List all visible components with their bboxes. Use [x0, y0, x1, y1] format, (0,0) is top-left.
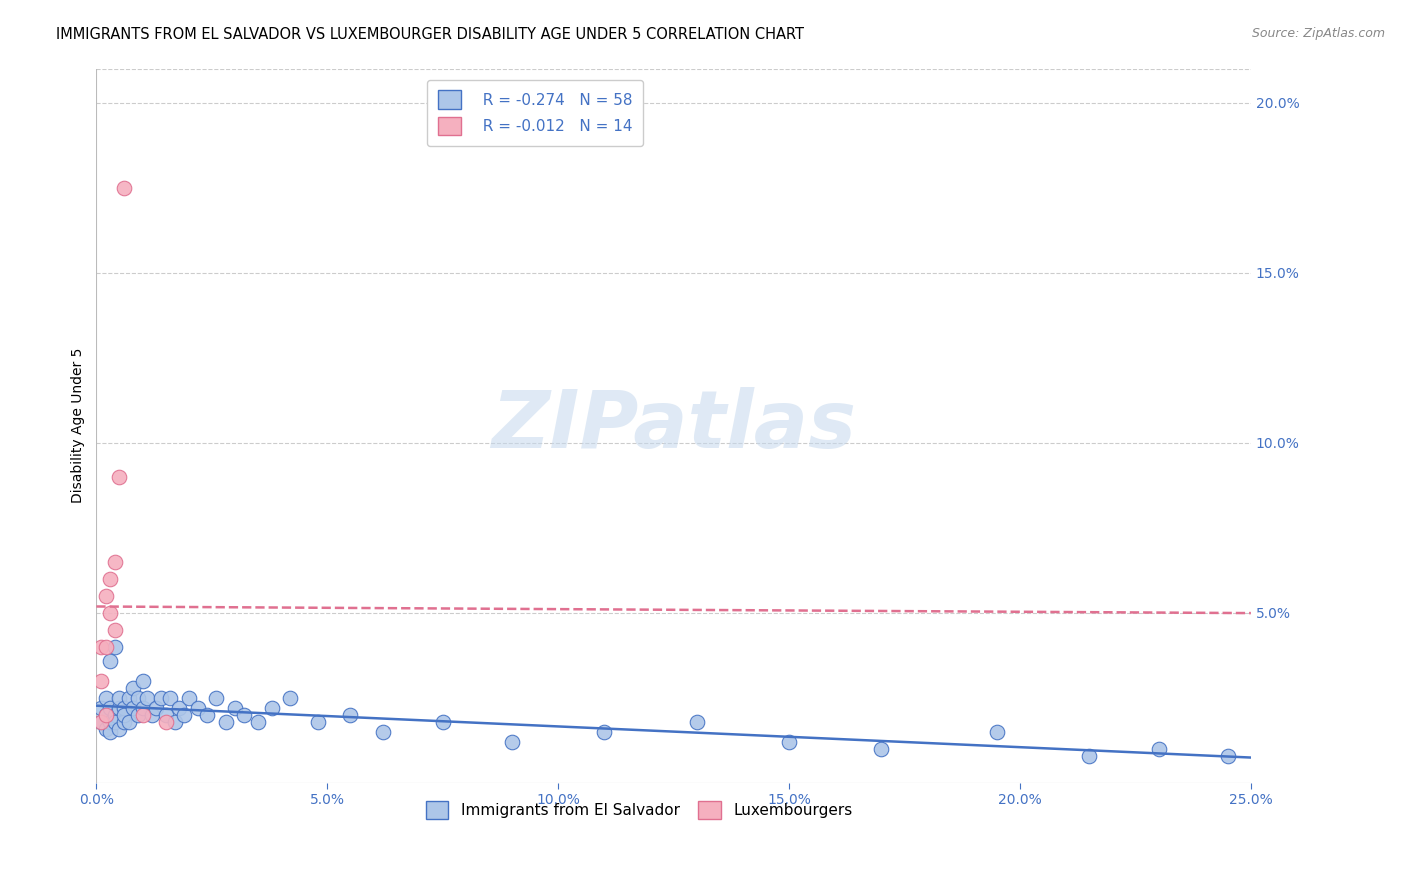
Point — [224, 701, 246, 715]
Point — [90, 701, 112, 715]
Point — [118, 690, 141, 705]
Point — [169, 701, 191, 715]
Text: IMMIGRANTS FROM EL SALVADOR VS LUXEMBOURGER DISABILITY AGE UNDER 5 CORRELATION C: IMMIGRANTS FROM EL SALVADOR VS LUXEMBOUR… — [56, 27, 804, 42]
Point — [260, 701, 283, 715]
Point — [112, 701, 135, 715]
Point — [593, 725, 616, 739]
Point — [104, 555, 127, 569]
Text: Source: ZipAtlas.com: Source: ZipAtlas.com — [1251, 27, 1385, 40]
Point — [686, 714, 709, 729]
Point — [94, 589, 117, 603]
Point — [141, 708, 163, 723]
Point — [1078, 748, 1101, 763]
Point — [195, 708, 218, 723]
Point — [98, 725, 121, 739]
Point — [155, 714, 177, 729]
Point — [90, 640, 112, 654]
Legend: Immigrants from El Salvador, Luxembourgers: Immigrants from El Salvador, Luxembourge… — [419, 795, 859, 825]
Point — [155, 708, 177, 723]
Point — [159, 690, 181, 705]
Point — [1216, 748, 1239, 763]
Point — [307, 714, 329, 729]
Point — [94, 708, 117, 723]
Point — [94, 640, 117, 654]
Point — [127, 690, 149, 705]
Text: ZIPatlas: ZIPatlas — [491, 387, 856, 465]
Point — [501, 735, 523, 749]
Point — [98, 572, 121, 586]
Point — [870, 742, 893, 756]
Point — [108, 470, 131, 484]
Point — [98, 654, 121, 668]
Point — [163, 714, 186, 729]
Point — [339, 708, 361, 723]
Y-axis label: Disability Age Under 5: Disability Age Under 5 — [72, 348, 86, 503]
Point — [205, 690, 228, 705]
Point — [108, 701, 131, 715]
Point — [1147, 742, 1170, 756]
Point — [136, 690, 159, 705]
Point — [98, 701, 121, 715]
Point — [122, 701, 145, 715]
Point — [118, 714, 141, 729]
Point — [98, 606, 121, 620]
Point — [104, 640, 127, 654]
Point — [94, 708, 117, 723]
Point — [98, 714, 121, 729]
Point — [104, 714, 127, 729]
Point — [112, 180, 135, 194]
Point — [112, 708, 135, 723]
Point — [432, 714, 454, 729]
Point — [278, 690, 301, 705]
Point — [177, 690, 200, 705]
Point — [131, 708, 153, 723]
Point — [94, 690, 117, 705]
Point — [371, 725, 394, 739]
Point — [131, 673, 153, 688]
Point — [108, 690, 131, 705]
Point — [150, 690, 173, 705]
Point — [173, 708, 195, 723]
Point — [986, 725, 1008, 739]
Point — [90, 714, 112, 729]
Point — [94, 722, 117, 736]
Point — [233, 708, 256, 723]
Point — [104, 708, 127, 723]
Point — [187, 701, 209, 715]
Point — [90, 673, 112, 688]
Point — [145, 701, 167, 715]
Point — [108, 722, 131, 736]
Point — [90, 714, 112, 729]
Point — [214, 714, 236, 729]
Point — [104, 623, 127, 637]
Point — [778, 735, 800, 749]
Point — [127, 708, 149, 723]
Point — [122, 681, 145, 695]
Point — [246, 714, 269, 729]
Point — [131, 701, 153, 715]
Point — [112, 714, 135, 729]
